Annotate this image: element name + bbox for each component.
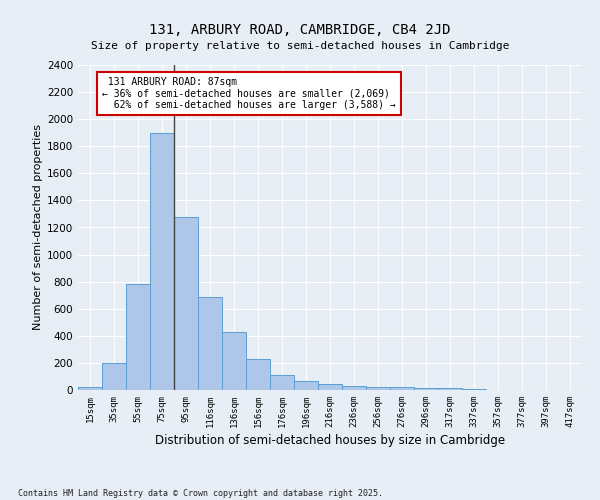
Bar (342, 386, 366, 390)
Bar (294, 381, 318, 390)
Bar (318, 384, 342, 390)
X-axis label: Distribution of semi-detached houses by size in Cambridge: Distribution of semi-detached houses by … (155, 434, 505, 447)
Bar (150, 132, 174, 390)
Bar (174, 218, 198, 390)
Bar (246, 359, 270, 390)
Bar (414, 388, 438, 390)
Bar (366, 386, 390, 390)
Bar (78, 386, 102, 390)
Bar (438, 388, 462, 390)
Text: 131, ARBURY ROAD, CAMBRIDGE, CB4 2JD: 131, ARBURY ROAD, CAMBRIDGE, CB4 2JD (149, 22, 451, 36)
Bar (126, 284, 150, 390)
Bar (390, 388, 414, 390)
Text: 131 ARBURY ROAD: 87sqm
← 36% of semi-detached houses are smaller (2,069)
  62% o: 131 ARBURY ROAD: 87sqm ← 36% of semi-det… (102, 77, 396, 110)
Text: Contains HM Land Registry data © Crown copyright and database right 2025.: Contains HM Land Registry data © Crown c… (18, 488, 383, 498)
Bar (102, 363, 126, 390)
Bar (198, 296, 222, 390)
Y-axis label: Number of semi-detached properties: Number of semi-detached properties (33, 124, 43, 330)
Bar (222, 332, 246, 390)
Text: Size of property relative to semi-detached houses in Cambridge: Size of property relative to semi-detach… (91, 41, 509, 51)
Bar (270, 375, 294, 390)
Bar (462, 389, 486, 390)
